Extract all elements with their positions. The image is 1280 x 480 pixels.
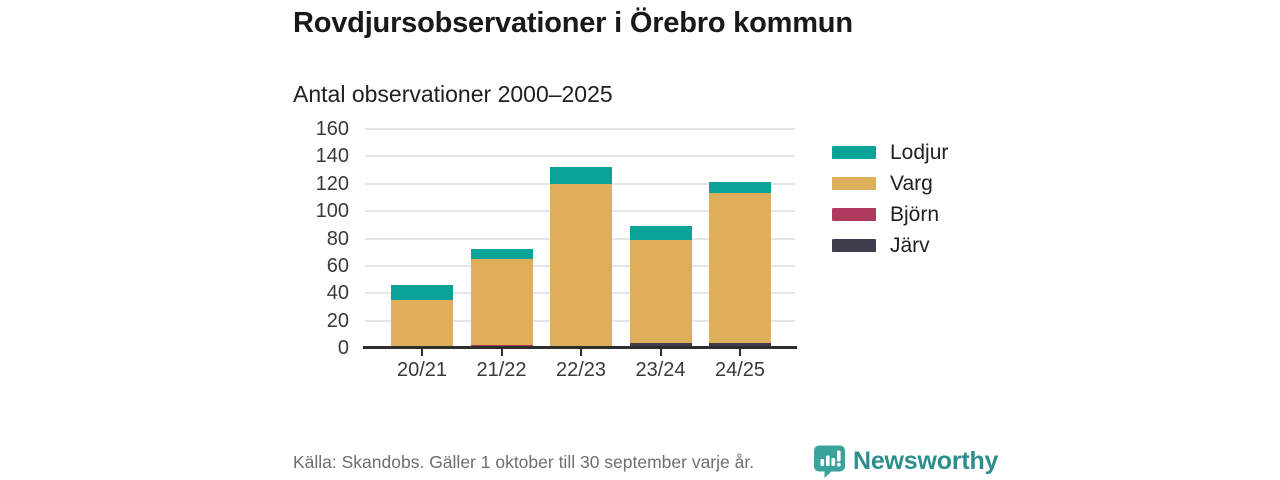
bar-segment-lodjur <box>391 285 453 301</box>
y-axis-tick-label: 0 <box>337 337 349 359</box>
x-axis-line <box>363 346 797 349</box>
y-axis-tick-label: 80 <box>326 227 349 250</box>
bar-24-25 <box>709 182 771 348</box>
x-axis-label: 24/25 <box>714 359 766 381</box>
y-axis-labels: 0 20 40 60 80 100 120 140 160 <box>270 118 357 359</box>
x-axis-tick <box>739 349 741 356</box>
gridline <box>365 155 795 158</box>
legend-swatch-jarv <box>832 239 876 252</box>
chart-title: Rovdjursobservationer i Örebro kommun <box>293 7 853 39</box>
x-axis-label: 20/21 <box>396 359 448 381</box>
x-axis-tick <box>659 349 662 356</box>
chart-subtitle: Antal observationer 2000–2025 <box>293 81 613 107</box>
legend-item-bjorn: Björn <box>832 204 948 225</box>
bar-20-21 <box>391 285 453 348</box>
x-axis: 20/21 21/22 22/23 23/24 24/25 <box>365 349 795 391</box>
bar-segment-varg <box>470 259 533 346</box>
bar-segment-jarv <box>709 342 771 348</box>
legend-item-jarv: Järv <box>832 235 948 256</box>
bar-segment-varg <box>629 239 692 343</box>
bar-segment-lodjur <box>709 182 771 194</box>
x-axis-label: 23/24 <box>635 359 686 381</box>
source-note: Källa: Skandobs. Gäller 1 oktober till 3… <box>293 452 755 472</box>
gridline <box>365 128 795 130</box>
bar-segment-lodjur <box>550 167 612 184</box>
y-axis-tick-label: 140 <box>315 145 349 168</box>
newsworthy-wordmark: Newsworthy <box>853 446 999 475</box>
x-axis-tick <box>500 349 503 356</box>
y-axis-tick-label: 120 <box>315 172 349 195</box>
legend-swatch-varg <box>832 177 876 190</box>
newsworthy-brand-link[interactable]: Newsworthy <box>813 444 998 478</box>
legend-label: Björn <box>890 203 940 226</box>
legend-label: Lodjur <box>890 141 949 164</box>
x-axis-label: 22/23 <box>555 359 607 381</box>
y-axis-tick-label: 20 <box>326 309 349 332</box>
legend-item-lodjur: Lodjur <box>832 142 948 163</box>
bar-21-22 <box>470 249 533 348</box>
y-axis-tick-label: 60 <box>326 254 349 277</box>
bar-segment-varg <box>391 300 453 347</box>
bar-22-23 <box>550 167 612 348</box>
x-axis-tick <box>580 349 582 356</box>
bar-segment-varg <box>709 193 771 343</box>
y-axis-tick-label: 160 <box>315 118 349 140</box>
y-axis-tick-label: 100 <box>315 200 349 223</box>
legend-swatch-bjorn <box>832 208 876 221</box>
plot-area <box>365 128 795 348</box>
bar-segment-varg <box>550 183 612 347</box>
bar-segment-lodjur <box>470 249 533 260</box>
legend-swatch-lodjur <box>832 146 876 159</box>
x-axis-tick <box>421 349 423 356</box>
bar-23-24 <box>629 226 692 348</box>
newsworthy-speech-bubble-bar-chart-icon <box>813 444 846 478</box>
legend-label: Varg <box>890 172 933 195</box>
legend-item-varg: Varg <box>832 173 948 194</box>
y-axis-tick-label: 40 <box>326 282 349 305</box>
legend: Lodjur Varg Björn Järv <box>832 142 948 270</box>
x-axis-label: 21/22 <box>476 359 527 381</box>
bar-segment-jarv <box>629 342 692 348</box>
bar-segment-lodjur <box>629 226 692 240</box>
legend-label: Järv <box>890 234 930 257</box>
